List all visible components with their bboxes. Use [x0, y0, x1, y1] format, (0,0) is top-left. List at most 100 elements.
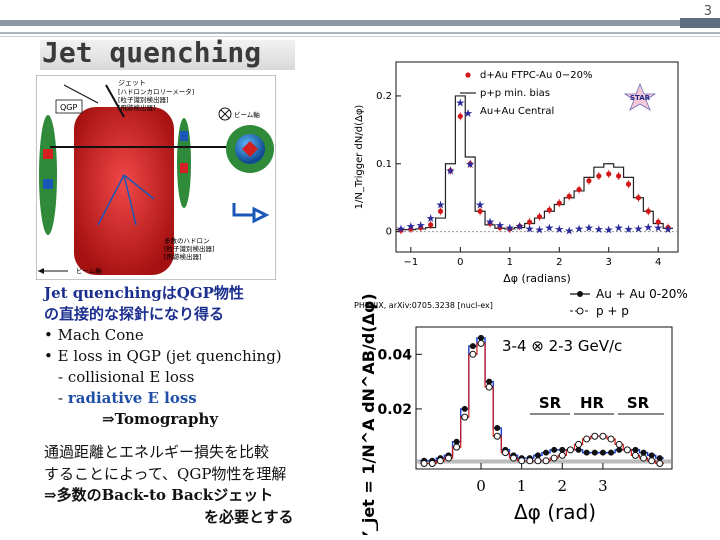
star-legend-dau-marker	[465, 72, 471, 78]
star-legend-auau: Au+Au Central	[480, 106, 554, 117]
many-hadrons-label: 多数のハドロン	[164, 236, 210, 245]
phenix-pp-point	[477, 339, 485, 347]
star-dau-point	[625, 181, 632, 187]
star-auau-point: ★	[396, 222, 406, 235]
star-badge: STAR	[630, 94, 651, 102]
star-auau-point: ★	[554, 223, 564, 236]
star-legend-auau-marker: ★	[463, 107, 473, 120]
star-dau-point	[536, 214, 543, 220]
star-x-tick-label: 4	[655, 257, 661, 268]
star-dau-point	[437, 208, 444, 214]
star-dau-point	[497, 224, 503, 231]
tomography-line: ⇒Tomography	[102, 410, 219, 428]
phenix-region-label: HR	[580, 394, 605, 412]
title-rule	[0, 30, 720, 40]
phenix-pp-point	[607, 435, 615, 443]
star-auau-point: ★	[564, 224, 574, 237]
phenix-pp-point	[461, 413, 469, 421]
phenix-pp-point	[640, 454, 648, 462]
phenix-auau-point	[461, 405, 468, 412]
phenix-pp-point	[542, 457, 550, 465]
star-dau-point	[507, 226, 513, 232]
phenix-auau-point	[591, 449, 598, 456]
star-auau-point: ★	[485, 215, 495, 228]
star-dau-point	[428, 222, 434, 228]
sub-radiative-row: - radiative E loss	[44, 388, 282, 409]
text-block: Jet quenchingはQGP物性 の直接的な探針になり得る • Mach …	[44, 283, 282, 430]
star-auau-point: ★	[584, 222, 594, 235]
qgp-label: QGP	[60, 103, 77, 112]
text-line-1: Jet quenchingはQGP物性	[44, 284, 244, 302]
star-y-tick-label: 0	[386, 227, 392, 238]
phenix-auau-point	[640, 449, 647, 456]
star-dau-point	[556, 200, 562, 206]
sub-collisional: - collisional E loss	[58, 368, 195, 386]
phenix-pp-point	[436, 457, 444, 465]
star-dau-point	[655, 219, 661, 225]
star-auau-point: ★	[653, 222, 663, 235]
phenix-auau-point	[486, 378, 493, 385]
star-dau-point	[418, 224, 424, 231]
phenix-jet-yield-chart: PHENIX, arXiv:0705.3238 [nucl-ex] 0.02 0.0…	[354, 287, 688, 535]
phenix-pp-point	[558, 451, 566, 459]
star-y-tick-label: 0.1	[376, 159, 392, 170]
star-auau-point: ★	[455, 97, 465, 110]
phenix-y-tick-label: 0.04	[377, 347, 412, 363]
phenix-auau-point	[559, 446, 566, 453]
star-legend-dau: d+Au FTPC-Au 0−20%	[480, 70, 593, 81]
phenix-pp-point	[518, 457, 526, 465]
star-auau-point: ★	[525, 222, 535, 235]
phenix-x-tick-label: 3	[598, 477, 608, 495]
phenix-pp-point	[591, 432, 599, 440]
jet-detail-3: [飛跡検出器]	[118, 103, 156, 112]
star-pp-histogram	[396, 95, 674, 231]
star-auau-point: ★	[624, 223, 634, 236]
bullet-mach-cone: • Mach Cone	[44, 326, 144, 344]
phenix-pp-point	[583, 435, 591, 443]
phenix-pp-point	[648, 457, 656, 465]
star-auau-point: ★	[633, 222, 643, 235]
phenix-auau-point	[656, 455, 663, 462]
phenix-legend-pp-marker	[576, 307, 584, 315]
star-dau-point	[665, 224, 671, 231]
phenix-pp-point	[469, 350, 477, 358]
title-shade	[40, 40, 295, 70]
star-dau-point	[467, 161, 473, 167]
star-auau-point: ★	[663, 223, 673, 236]
phenix-auau-point	[494, 425, 501, 432]
star-auau-point: ★	[495, 219, 505, 232]
jet-detail-1: [ハドロンカロリーメータ]	[118, 87, 194, 96]
phenix-pp-point	[566, 446, 574, 454]
star-x-tick-label: 3	[606, 257, 612, 268]
star-x-tick-label: 1	[507, 257, 513, 268]
star-dau-point	[645, 208, 651, 214]
star-dau-point	[606, 171, 612, 177]
phenix-auau-point	[534, 452, 541, 459]
phenix-legend-auau: Au + Au 0-20%	[596, 287, 688, 301]
phenix-y-tick-label: 0.02	[377, 402, 412, 418]
phenix-pp-point	[615, 440, 623, 448]
star-x-tick-label: 0	[457, 257, 463, 268]
star-auau-point: ★	[505, 222, 515, 235]
star-dau-point	[477, 208, 483, 214]
phenix-pp-point	[656, 460, 664, 468]
many-detail-2: [飛跡検出器]	[164, 252, 202, 261]
jp-line-4: を必要とする	[204, 507, 294, 526]
many-detail-1: [粒子識別検出器]	[164, 244, 215, 253]
star-logo-icon	[623, 82, 657, 111]
phenix-pp-point	[526, 457, 534, 465]
phenix-auau-point	[599, 449, 606, 456]
star-dau-point	[576, 186, 582, 193]
phenix-legend-auau-marker	[577, 291, 583, 297]
star-auau-point: ★	[594, 223, 604, 236]
star-auau-point: ★	[406, 220, 416, 233]
phenix-x-tick-label: 1	[517, 477, 527, 495]
star-x-tick-label: −1	[403, 257, 418, 268]
star-dau-point	[447, 167, 454, 174]
phenix-pp-point	[453, 443, 461, 451]
jet-quenching-diagram: QGP ジェット [ハドロンカロリーメータ] [粒子識別検出器] [飛跡検出器]…	[36, 75, 276, 280]
star-dau-point	[517, 223, 523, 229]
jet-label: ジェット	[118, 79, 146, 87]
phenix-auau-point	[543, 449, 550, 456]
star-x-tick-label: 2	[556, 257, 562, 268]
